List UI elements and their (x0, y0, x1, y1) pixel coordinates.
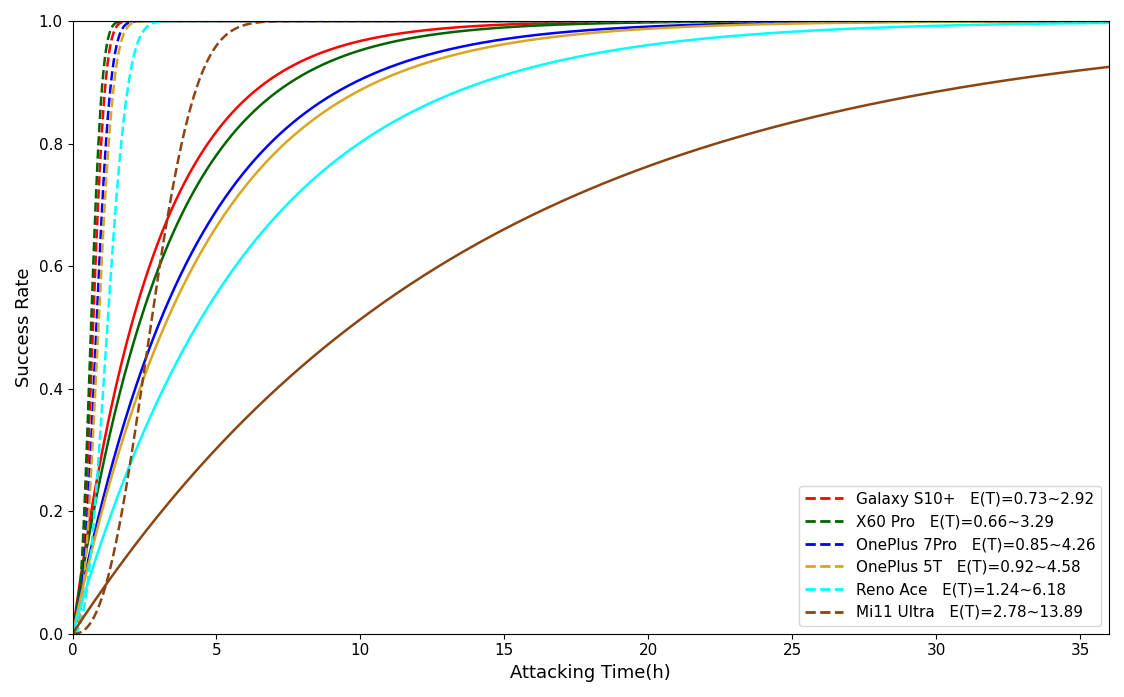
Legend: Galaxy S10+   E(T)=0.73~2.92, X60 Pro   E(T)=0.66~3.29, OnePlus 7Pro   E(T)=0.85: Galaxy S10+ E(T)=0.73~2.92, X60 Pro E(T)… (799, 486, 1102, 626)
Y-axis label: Success Rate: Success Rate (15, 268, 33, 387)
X-axis label: Attacking Time(h): Attacking Time(h) (510, 664, 671, 682)
